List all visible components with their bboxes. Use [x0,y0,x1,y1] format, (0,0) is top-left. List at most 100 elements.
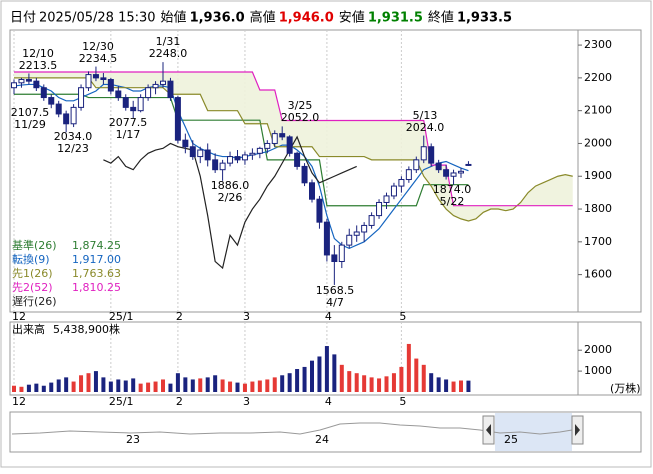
indicator-line [14,71,573,207]
volume-bar [175,373,180,392]
arrow-left [486,424,491,436]
legend-name: 先1(26) [12,267,53,280]
volume-bar [86,373,91,392]
volume-bar [12,385,16,392]
indicator-line [14,93,469,207]
candle-body [92,74,99,79]
candle-body [294,152,301,167]
candle-body [353,231,360,236]
quote-value: 1,946.0 [279,11,334,26]
candle-body [33,80,40,89]
annotation: 2024.0 [406,121,445,134]
candle-body [85,74,92,89]
y-tick-label: 2200 [584,71,612,84]
candle-body [70,106,77,125]
candle-body [63,113,70,125]
volume-axis [577,321,642,396]
volume-bar [242,383,247,392]
candle-body [182,139,189,148]
volume-bar [377,378,382,392]
volume-bar [220,379,225,392]
volume-y-tick-label: 2000 [584,343,612,356]
volume-bar [146,382,151,392]
candle-body [241,154,248,161]
y-tick-label: 2000 [584,136,612,149]
annotation: 1874.0 [433,183,472,196]
navigator-label: 24 [315,433,329,446]
quote-label: 始値 [161,10,187,26]
volume-bar [108,381,113,392]
annotation: 1568.5 [316,284,355,297]
candle-body [197,149,204,158]
candle-body [40,87,47,99]
candle-body [286,136,293,154]
annotation: 2234.5 [79,52,118,65]
annotation: 1886.0 [211,179,250,192]
volume-bar [183,377,188,392]
quote-value: 1,931.5 [368,11,423,26]
volume-bar [213,375,218,392]
volume-bar [324,346,329,392]
annotation: 2213.5 [19,59,58,72]
navigator-label: 25 [504,433,518,446]
candle-body [420,146,427,161]
volume-bar [64,377,69,392]
volume-bar [49,382,54,392]
quote-value: 1,936.0 [190,11,245,26]
volume-bar [34,383,39,392]
legend-name: 基準(26) [12,238,57,252]
volume-bar [168,383,173,392]
volume-bar [250,381,255,392]
annotation: 5/13 [413,109,438,122]
legend-value: 1,763.63 [72,267,121,280]
candle-body [458,170,464,174]
volume-bar [399,366,404,392]
annotation: 12/23 [57,142,89,155]
volume-bar [369,377,374,392]
annotation: 2052.0 [281,111,320,124]
candle-body [160,80,166,85]
volume-bar [235,382,240,392]
volume-bar [41,385,46,392]
volume-bar [79,375,84,392]
x-tick-label: 4 [325,395,332,408]
volume-total: 5,438,900株 [53,322,120,336]
candle-body [174,97,181,141]
volume-bar [310,360,314,392]
candle-body [264,142,271,149]
volume-bar [339,364,344,392]
volume-bar [466,380,471,392]
candle-body [115,90,122,99]
annotation: 12/30 [82,40,114,53]
volume-bar [302,366,307,392]
annotation: 1/17 [116,128,141,141]
candle-body [130,106,137,112]
candle-body [405,169,412,181]
annotation: 2034.0 [54,130,93,143]
volume-bar [205,377,210,392]
navigator-label: 23 [126,433,140,446]
y-tick-label: 1800 [584,202,612,215]
annotation: 4/7 [326,296,344,309]
volume-bar [71,381,76,392]
candle-body [338,244,345,263]
candle-body [413,159,420,171]
candle-body [279,133,286,138]
x-tick-label: 3 [243,395,250,408]
legend-value: 1,874.25 [72,239,121,252]
volume-bar [287,373,292,392]
x-tick-label: 2 [176,310,183,323]
y-tick-label: 1600 [584,268,612,281]
x-tick-label: 5 [399,395,406,408]
quote-label: 日付 [10,11,36,26]
volume-bar [391,373,396,392]
candle-body [390,185,397,197]
volume-bar [257,380,262,392]
annotation: 5/22 [440,195,465,208]
candle-body [256,147,263,154]
quote-header: 日付 2025/05/28 15:30 始値 1,936.0 高値 1,946.0 安値 1,… [10,10,512,26]
candle-body [25,79,32,82]
volume-bar [198,378,203,392]
candle-body [398,179,405,187]
volume-bar [131,378,136,392]
